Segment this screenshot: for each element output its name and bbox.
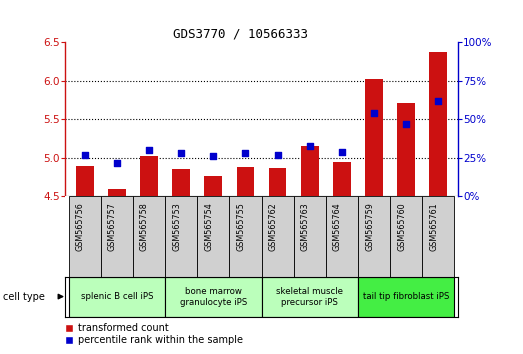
- Point: [402, 121, 411, 127]
- Point: [338, 149, 346, 155]
- Point: [81, 152, 89, 158]
- Text: GSM565760: GSM565760: [397, 202, 406, 251]
- Bar: [326, 196, 358, 276]
- Point: [434, 98, 442, 104]
- Point: [177, 150, 185, 156]
- Legend: transformed count, percentile rank within the sample: transformed count, percentile rank withi…: [60, 319, 247, 349]
- Text: GSM565764: GSM565764: [333, 202, 342, 251]
- Text: GSM565758: GSM565758: [140, 202, 149, 251]
- Bar: [333, 162, 351, 196]
- Point: [209, 154, 218, 159]
- Point: [112, 160, 121, 165]
- Text: GSM565761: GSM565761: [429, 202, 438, 251]
- Text: splenic B cell iPS: splenic B cell iPS: [81, 292, 153, 301]
- Bar: [358, 276, 454, 316]
- Text: GSM565756: GSM565756: [76, 202, 85, 251]
- Bar: [230, 196, 262, 276]
- Bar: [262, 196, 293, 276]
- Bar: [108, 189, 126, 196]
- Bar: [69, 276, 165, 316]
- Bar: [358, 196, 390, 276]
- Text: GSM565755: GSM565755: [236, 202, 245, 251]
- Text: skeletal muscle
precursor iPS: skeletal muscle precursor iPS: [276, 286, 343, 307]
- Bar: [165, 196, 197, 276]
- Point: [145, 147, 153, 153]
- Bar: [301, 145, 319, 196]
- Text: GSM565762: GSM565762: [269, 202, 278, 251]
- Bar: [101, 196, 133, 276]
- Text: GSM565753: GSM565753: [172, 202, 181, 251]
- Bar: [172, 169, 190, 196]
- Point: [370, 110, 378, 116]
- Bar: [293, 196, 326, 276]
- Bar: [133, 196, 165, 276]
- Bar: [197, 196, 230, 276]
- Bar: [204, 176, 222, 196]
- Text: GSM565754: GSM565754: [204, 202, 213, 251]
- Bar: [236, 167, 254, 196]
- Bar: [69, 196, 101, 276]
- Text: GSM565757: GSM565757: [108, 202, 117, 251]
- Text: GDS3770 / 10566333: GDS3770 / 10566333: [173, 28, 308, 41]
- Text: cell type: cell type: [3, 292, 44, 302]
- Point: [274, 152, 282, 158]
- Point: [241, 150, 249, 156]
- Bar: [422, 196, 454, 276]
- Bar: [165, 276, 262, 316]
- Bar: [140, 156, 158, 196]
- Text: GSM565763: GSM565763: [301, 202, 310, 251]
- Bar: [262, 276, 358, 316]
- Bar: [397, 103, 415, 196]
- Bar: [76, 166, 94, 196]
- Bar: [365, 79, 383, 196]
- Bar: [429, 52, 447, 196]
- Text: bone marrow
granulocyte iPS: bone marrow granulocyte iPS: [179, 286, 247, 307]
- Bar: [269, 168, 287, 196]
- Text: GSM565759: GSM565759: [365, 202, 374, 251]
- Point: [305, 143, 314, 148]
- Bar: [390, 196, 422, 276]
- Text: tail tip fibroblast iPS: tail tip fibroblast iPS: [363, 292, 449, 301]
